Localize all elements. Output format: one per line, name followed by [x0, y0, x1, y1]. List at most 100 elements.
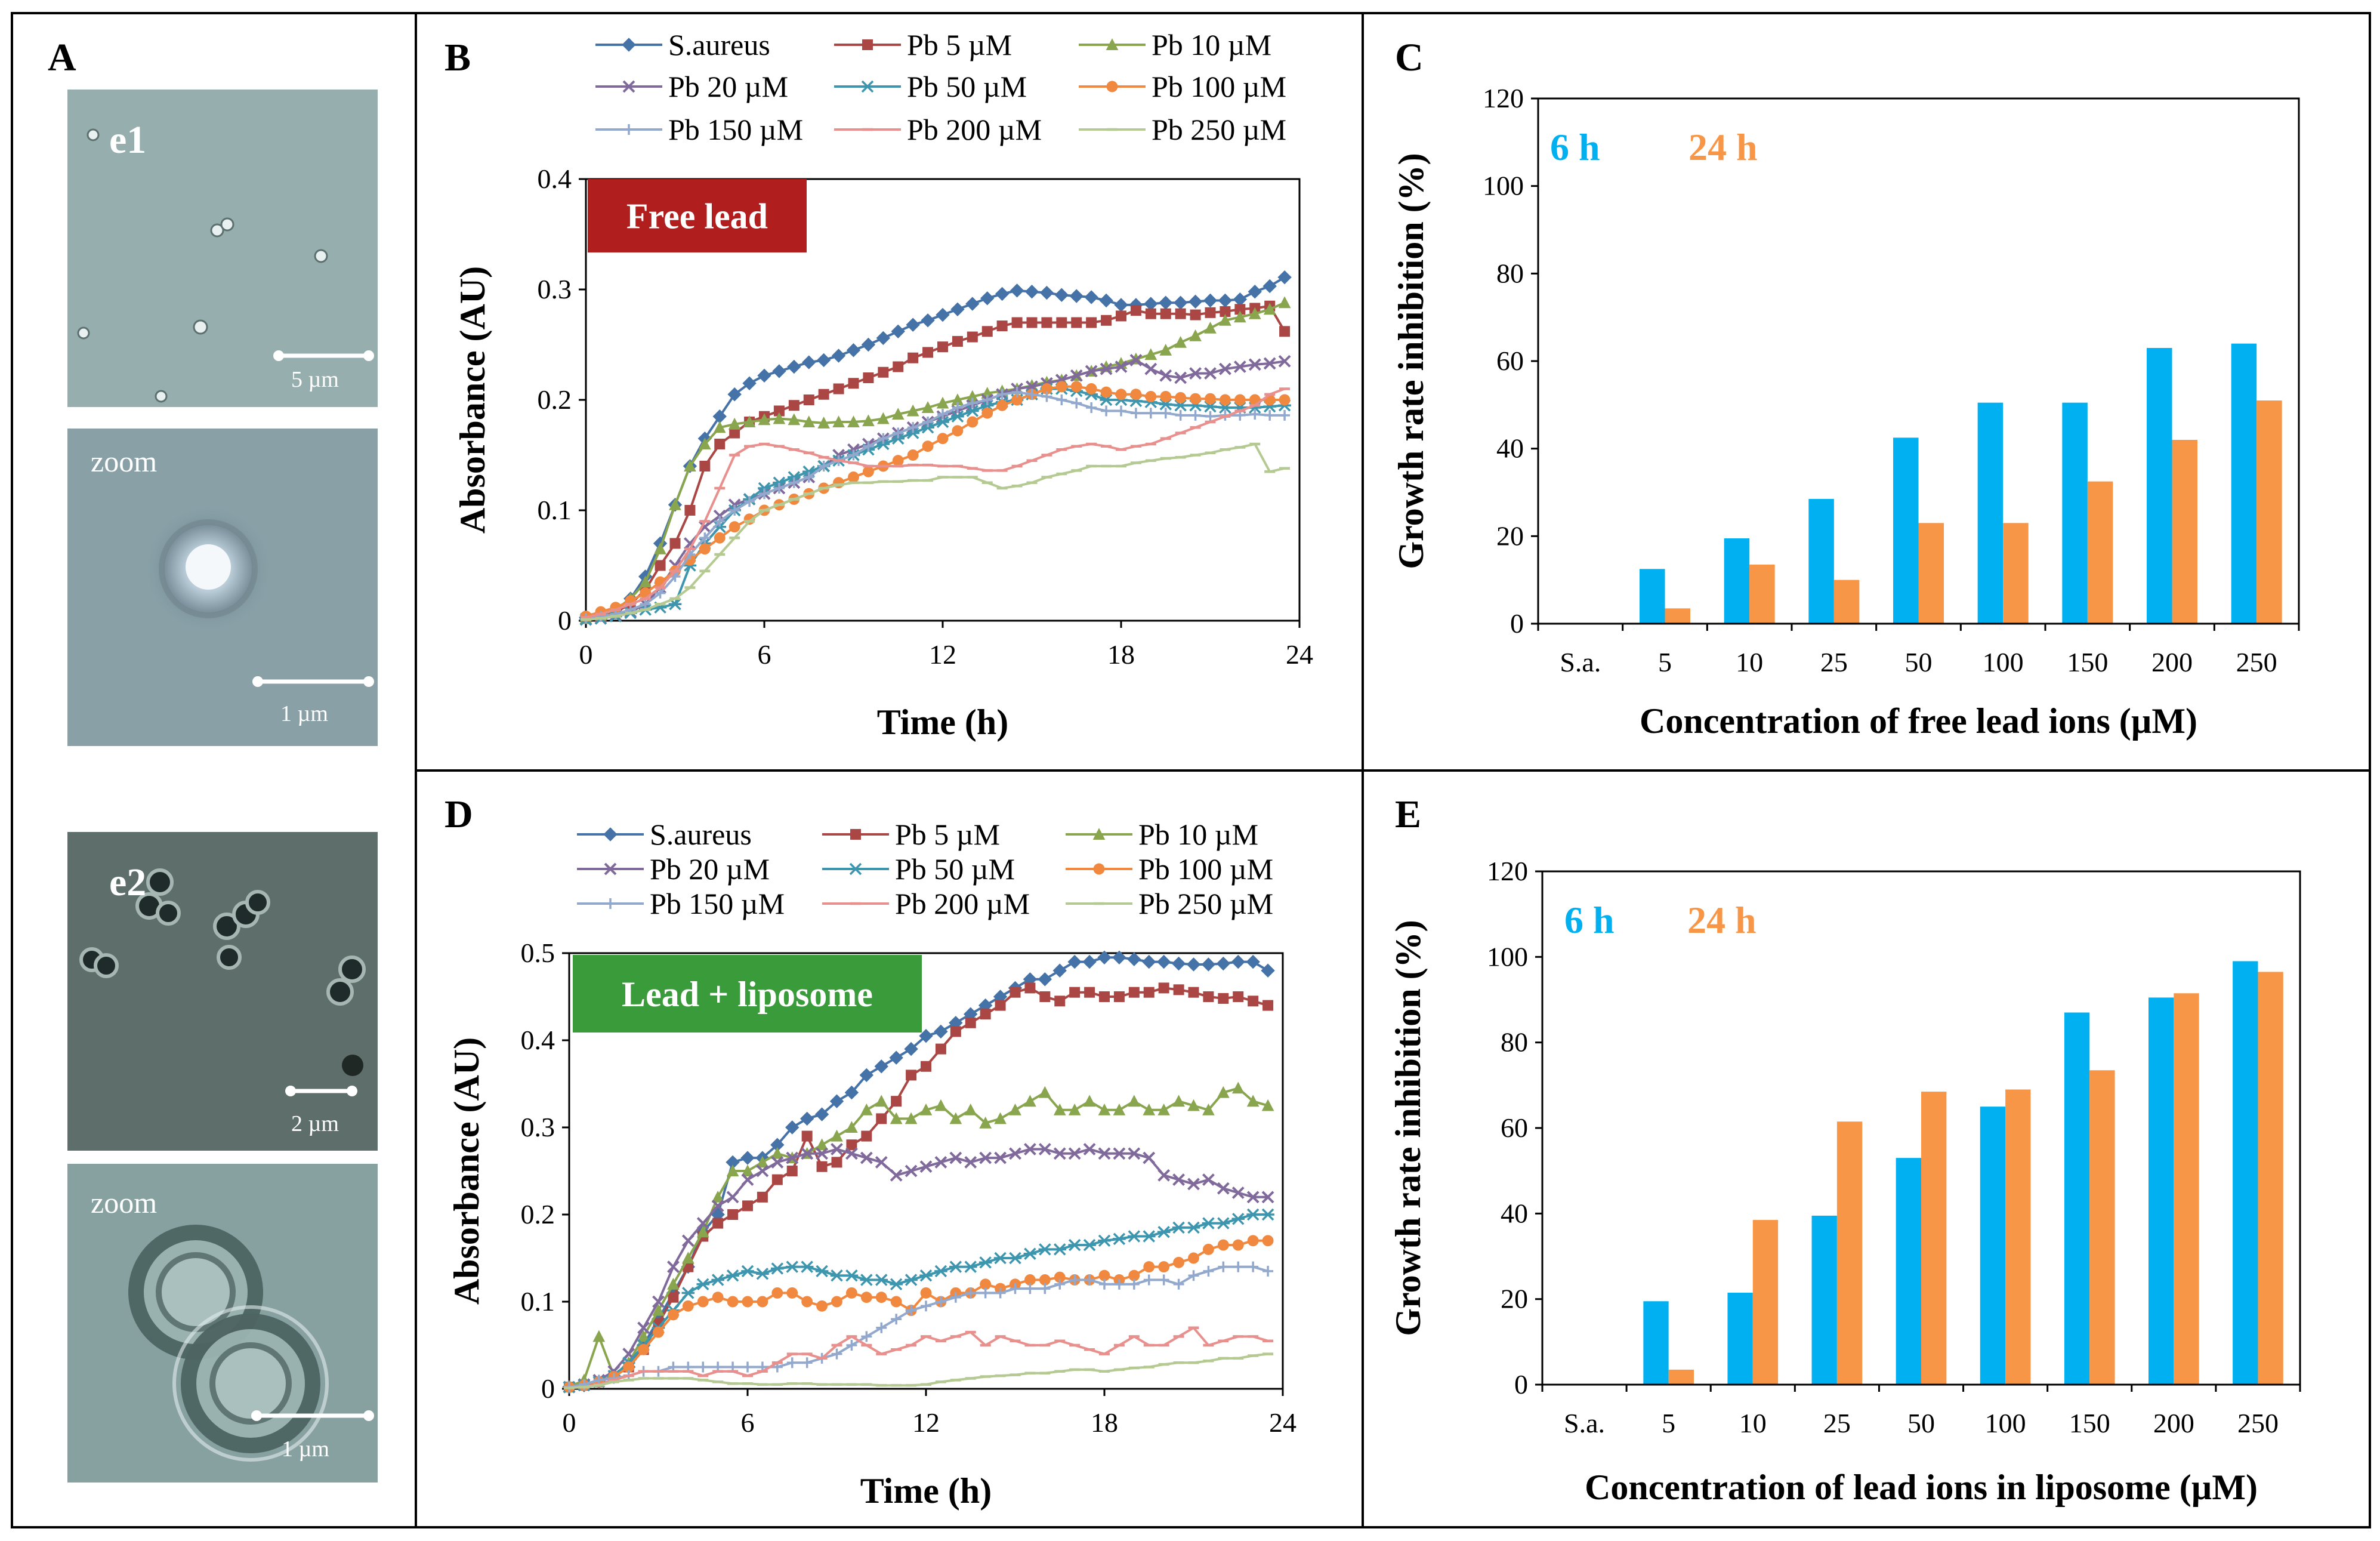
data-point [919, 1104, 933, 1115]
legend-item-pb-100-m: Pb 100 µM [1079, 70, 1286, 103]
data-point [907, 352, 919, 363]
x-tick-label: 24 [1269, 1407, 1297, 1438]
y-tick-label: 0.4 [521, 1025, 555, 1055]
y-axis-title: Absorbance (AU) [447, 1037, 486, 1305]
y-tick-label: 0.1 [538, 495, 572, 525]
data-point [1219, 362, 1231, 375]
data-point [1041, 317, 1052, 328]
data-point [741, 1265, 754, 1278]
data-point [1069, 987, 1081, 998]
data-point [712, 1292, 724, 1303]
data-point [714, 439, 726, 449]
legend-item-pb-50-m: Pb 50 µM [834, 70, 1027, 103]
data-point [1098, 1269, 1110, 1281]
data-point [1038, 972, 1052, 987]
y-tick-label: 0.2 [538, 384, 572, 415]
y-tick-label: 0.4 [538, 164, 572, 194]
data-point [831, 1157, 842, 1168]
data-point [1010, 987, 1021, 998]
data-point [1083, 1095, 1096, 1107]
y-axis-title: Growth rate inhibition (%) [1391, 153, 1431, 569]
legend-label: S.aureus [650, 818, 752, 851]
data-point [1246, 954, 1260, 969]
data-point [1205, 307, 1216, 318]
data-point [831, 1296, 842, 1308]
data-point [1144, 348, 1157, 360]
data-point [787, 359, 801, 374]
data-point [714, 516, 726, 527]
legend-marker [603, 827, 618, 842]
data-point [1277, 270, 1292, 285]
data-point [726, 1269, 739, 1282]
micrograph-e1-label: e1 [109, 118, 146, 162]
data-point [1189, 329, 1202, 341]
data-point [862, 414, 875, 427]
bar [1808, 499, 1834, 624]
data-point [1070, 369, 1083, 382]
data-point [875, 1292, 887, 1303]
data-point [816, 1147, 828, 1160]
data-point [1142, 1230, 1156, 1243]
data-point [1071, 317, 1082, 328]
legend-item-pb-20-m: Pb 20 µM [595, 70, 788, 103]
legend-label: S.aureus [668, 28, 770, 61]
micrograph-e2-scale-label: 2 µm [291, 1111, 339, 1136]
data-point [802, 355, 816, 369]
data-point [980, 1287, 991, 1299]
data-point [950, 302, 965, 316]
legend-marker [1106, 38, 1119, 50]
data-point [713, 421, 726, 433]
micrograph-e1 [67, 90, 378, 407]
data-point [595, 611, 606, 622]
data-point [758, 413, 771, 426]
data-point [1054, 288, 1069, 302]
data-point [937, 433, 949, 445]
bar [1668, 1369, 1694, 1385]
data-point [1173, 295, 1188, 310]
data-point [965, 297, 980, 311]
bar [2233, 961, 2258, 1385]
data-point [771, 1262, 784, 1275]
data-point [1174, 336, 1187, 348]
data-point [757, 1191, 768, 1203]
data-point [757, 368, 771, 383]
series-line-pb-5-m [569, 987, 1268, 1389]
legend-marker [1092, 828, 1106, 840]
data-point [727, 387, 742, 402]
data-point [771, 1287, 783, 1299]
data-point [1070, 381, 1082, 393]
data-point [952, 335, 963, 347]
data-point [860, 1274, 873, 1286]
data-point [922, 417, 934, 427]
data-point [949, 1260, 962, 1273]
legend-marker [605, 898, 616, 909]
y-tick-label: 0 [558, 605, 572, 636]
bar [1921, 1092, 1947, 1385]
data-point [1246, 1208, 1260, 1221]
data-point [950, 1026, 961, 1037]
data-point [1143, 1151, 1156, 1164]
data-point [1216, 956, 1231, 971]
legend-label: Pb 50 µM [895, 852, 1015, 886]
data-point [801, 1296, 813, 1308]
data-point [1186, 957, 1201, 972]
data-point [801, 1130, 813, 1142]
data-point [1190, 409, 1201, 421]
data-point [681, 1234, 694, 1247]
data-point [907, 422, 919, 433]
y-axis-title: Growth rate inhibition (%) [1388, 920, 1428, 1336]
data-point [980, 291, 995, 306]
x-tick-label: 6 [741, 1407, 755, 1438]
data-point [1113, 1104, 1126, 1115]
data-point [949, 1151, 962, 1164]
data-point [832, 415, 845, 427]
data-point [1056, 317, 1067, 328]
data-point [1264, 409, 1276, 421]
data-point [936, 415, 949, 429]
legend-marker [623, 124, 634, 135]
legend-item-pb-150-m: Pb 150 µM [595, 113, 803, 146]
data-point [726, 1191, 739, 1204]
data-point [1187, 1178, 1200, 1191]
data-point [1084, 1274, 1095, 1286]
data-point [592, 1330, 606, 1342]
